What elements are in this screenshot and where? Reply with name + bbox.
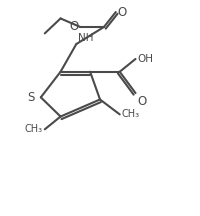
Text: O: O bbox=[118, 6, 127, 19]
Text: CH₃: CH₃ bbox=[25, 124, 43, 134]
Text: OH: OH bbox=[137, 54, 153, 64]
Text: NH: NH bbox=[78, 33, 94, 43]
Text: O: O bbox=[137, 95, 147, 108]
Text: O: O bbox=[69, 21, 78, 33]
Text: CH₃: CH₃ bbox=[122, 109, 140, 119]
Text: S: S bbox=[28, 91, 35, 104]
